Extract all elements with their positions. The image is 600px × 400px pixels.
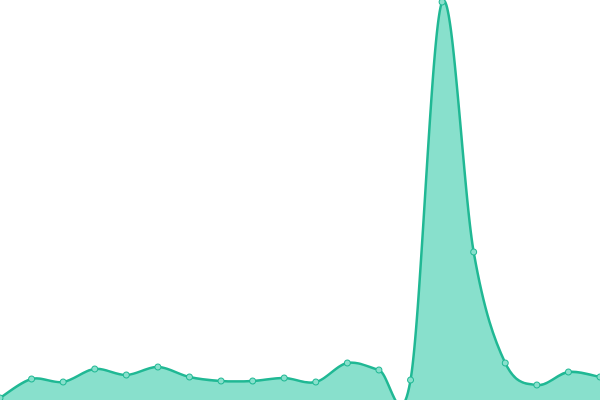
- data-point: [564, 368, 572, 376]
- data-point: [280, 374, 288, 382]
- data-point: [407, 376, 415, 384]
- data-point: [59, 378, 67, 386]
- data-point: [217, 377, 225, 385]
- data-point: [438, 0, 446, 6]
- data-point: [501, 359, 509, 367]
- data-point: [533, 381, 541, 389]
- data-point: [154, 363, 162, 371]
- data-point: [470, 248, 478, 256]
- data-point: [375, 366, 383, 374]
- data-point: [28, 375, 36, 383]
- data-point: [312, 378, 320, 386]
- data-point: [0, 394, 4, 400]
- data-point: [91, 365, 99, 373]
- data-point: [249, 377, 257, 385]
- data-point: [596, 373, 600, 381]
- data-point: [185, 373, 193, 381]
- data-point: [343, 359, 351, 367]
- data-point: [122, 371, 130, 379]
